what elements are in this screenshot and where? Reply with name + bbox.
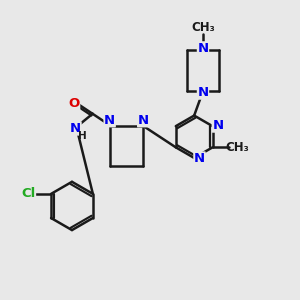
- Text: O: O: [68, 97, 80, 110]
- Text: N: N: [104, 114, 115, 127]
- Text: N: N: [138, 114, 149, 127]
- Text: H: H: [79, 131, 87, 141]
- Text: CH₃: CH₃: [191, 21, 215, 34]
- Text: Cl: Cl: [21, 188, 35, 200]
- Text: N: N: [194, 152, 205, 165]
- Text: N: N: [70, 122, 81, 135]
- Text: CH₃: CH₃: [225, 141, 249, 154]
- Text: N: N: [197, 86, 208, 99]
- Text: N: N: [212, 119, 224, 132]
- Text: N: N: [197, 42, 208, 55]
